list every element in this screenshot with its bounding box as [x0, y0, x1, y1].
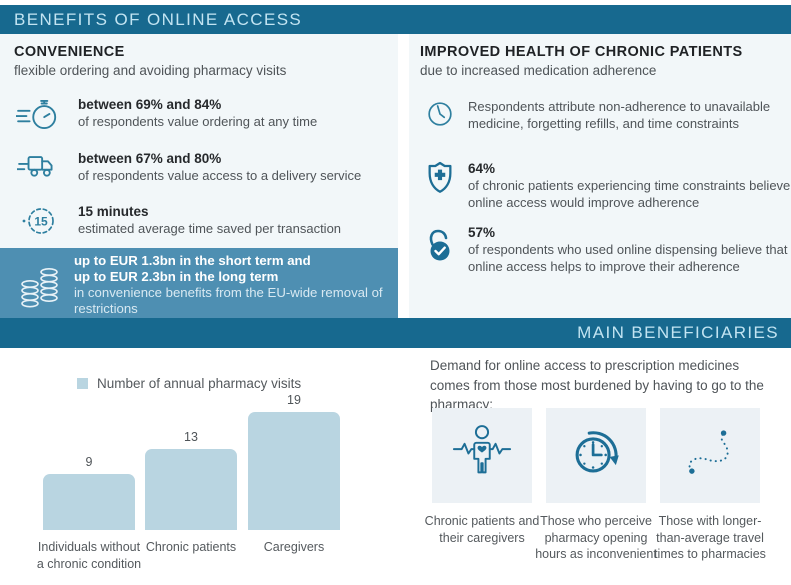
chart-legend: Number of annual pharmacy visits [77, 376, 301, 391]
bar-value: 13 [184, 430, 198, 444]
pharmacy-hours-clock-icon [565, 422, 627, 489]
stat-time-saved: 15 15 minutes estimated average time sav… [12, 203, 388, 239]
fifteen-minutes-icon: 15 [12, 203, 66, 239]
stat-lead: 15 minutes [78, 204, 149, 219]
tile-caption-travel: Those with longer-than-average travel ti… [654, 514, 766, 561]
stat-lead: between 67% and 80% [78, 151, 222, 166]
highlight-lead-2: up to EUR 2.3bn in the long term [74, 269, 279, 284]
category-label-individuals: Individuals without a chronic condition [36, 540, 142, 571]
bar-chronic-patients: 13 [145, 430, 237, 530]
bar-value: 9 [85, 455, 93, 469]
beneficiaries-banner-title: MAIN BENEFICIARIES [577, 323, 779, 342]
stat-lead: 57% [468, 225, 496, 240]
bar-value: 19 [287, 393, 301, 407]
health-title: IMPROVED HEALTH OF CHRONIC PATIENTS [420, 44, 743, 60]
category-label-caregivers: Caregivers [263, 540, 325, 554]
stat-body: of respondents value access to a deliver… [78, 168, 362, 183]
tile-caption-chronic: Chronic patients and their caregivers [424, 514, 540, 545]
bar [248, 412, 340, 530]
stat-delivery-service: between 67% and 80% of respondents value… [12, 150, 388, 184]
stat-64-adherence: 64% of chronic patients experiencing tim… [422, 160, 791, 211]
eur-benefits-highlight: up to EUR 1.3bn in the short term and up… [0, 248, 398, 318]
fifteen-label: 15 [34, 215, 48, 229]
speeding-stopwatch-icon [12, 96, 66, 134]
stat-body: estimated average time saved per transac… [78, 221, 342, 236]
legend-swatch [77, 378, 88, 389]
travel-route-icon [681, 424, 739, 487]
category-label-chronic: Chronic patients [145, 540, 237, 554]
stat-body: of respondents who used online dispensin… [468, 242, 788, 274]
convenience-title: CONVENIENCE [14, 44, 125, 60]
convenience-subtitle: flexible ordering and avoiding pharmacy … [14, 63, 287, 78]
bar-caregivers: 19 [248, 393, 340, 530]
bar [43, 474, 135, 530]
bar-individuals: 9 [43, 455, 135, 530]
legend-label: Number of annual pharmacy visits [97, 376, 302, 391]
clock-icon [422, 98, 458, 130]
tile-opening-hours [546, 408, 646, 503]
tile-chronic-patients [432, 408, 532, 503]
health-panel [409, 34, 791, 318]
beneficiaries-banner: MAIN BENEFICIARIES [0, 318, 791, 348]
stat-lead: between 69% and 84% [78, 97, 222, 112]
shield-plus-icon [422, 160, 458, 198]
stat-body: of respondents value ordering at any tim… [78, 114, 318, 129]
highlight-body: in convenience benefits from the EU-wide… [74, 285, 383, 316]
bar [145, 449, 237, 530]
delivery-truck-icon [12, 150, 66, 182]
page-title-banner: BENEFITS OF ONLINE ACCESS [0, 5, 791, 34]
stat-body: of chronic patients experiencing time co… [468, 178, 791, 210]
health-subtitle: due to increased medication adherence [420, 63, 657, 78]
stat-nonadherence-causes: Respondents attribute non-adherence to u… [422, 98, 791, 132]
stat-lead: 64% [468, 161, 496, 176]
beneficiaries-intro: Demand for online access to prescription… [430, 358, 764, 413]
tile-travel-times [660, 408, 760, 503]
stat-57-dispensing: 57% of respondents who used online dispe… [422, 224, 791, 275]
lock-check-icon [422, 224, 458, 262]
coin-stacks-icon [16, 253, 64, 311]
page-title: BENEFITS OF ONLINE ACCESS [14, 9, 303, 29]
stat-ordering-anytime: between 69% and 84% of respondents value… [12, 96, 388, 134]
tile-caption-hours: Those who perceive pharmacy opening hour… [535, 514, 657, 561]
patient-heartbeat-icon [451, 422, 513, 489]
highlight-lead-1: up to EUR 1.3bn in the short term and [74, 253, 311, 268]
stat-body: Respondents attribute non-adherence to u… [468, 99, 771, 131]
